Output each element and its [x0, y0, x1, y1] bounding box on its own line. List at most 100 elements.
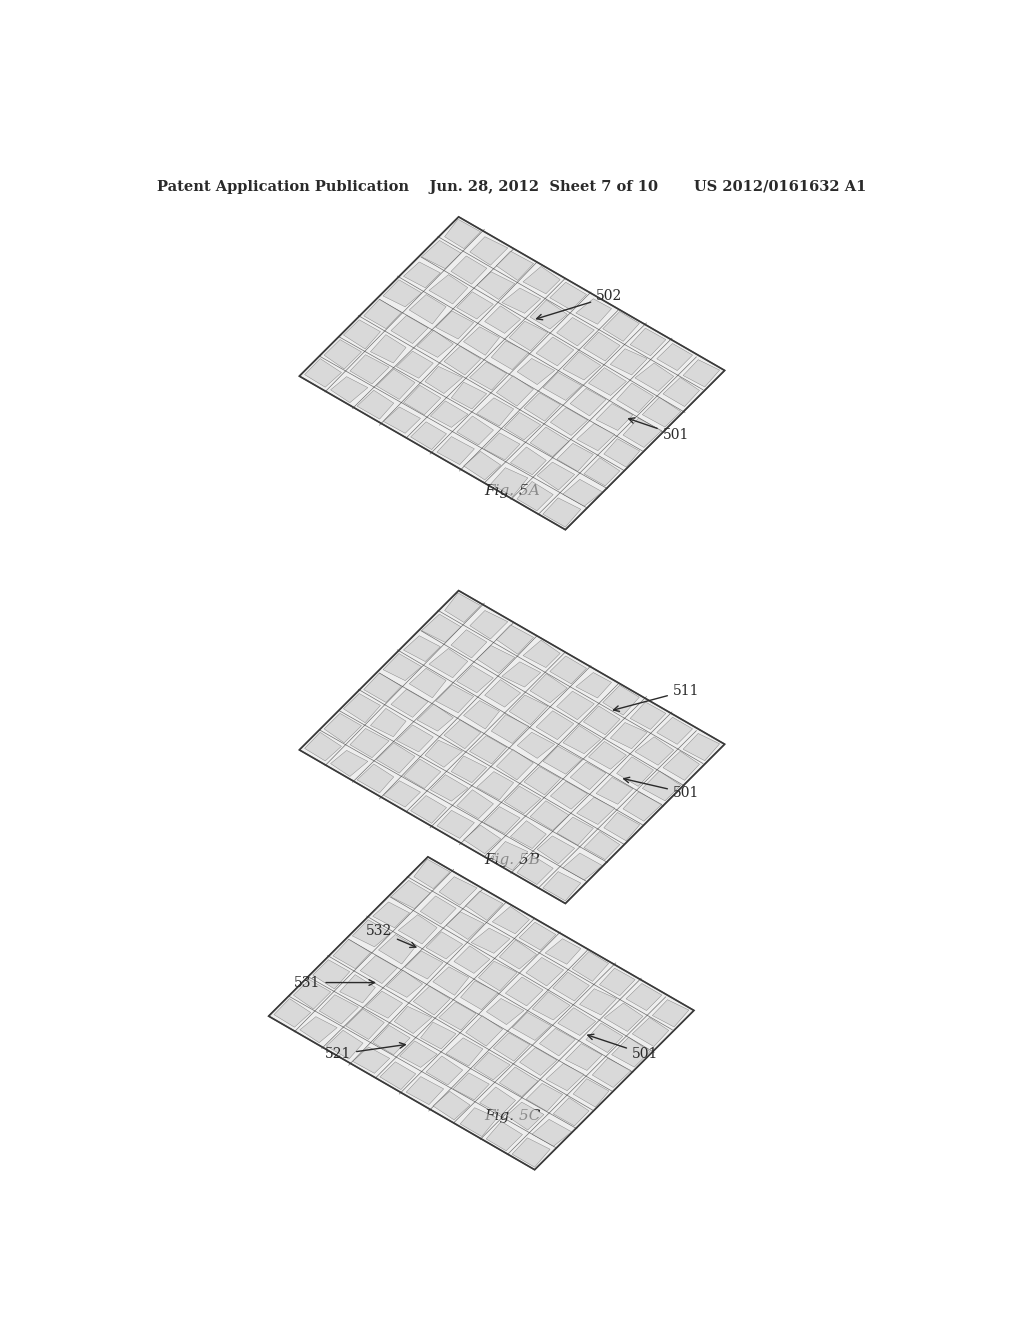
Polygon shape: [592, 1059, 631, 1088]
Polygon shape: [543, 498, 581, 527]
Polygon shape: [506, 977, 543, 1006]
Text: 502: 502: [537, 289, 623, 319]
Polygon shape: [603, 685, 639, 715]
Polygon shape: [383, 280, 422, 306]
Polygon shape: [452, 383, 486, 409]
Polygon shape: [584, 333, 621, 362]
Polygon shape: [623, 792, 662, 821]
Polygon shape: [584, 832, 620, 859]
Polygon shape: [433, 966, 469, 995]
Polygon shape: [510, 447, 546, 475]
Polygon shape: [360, 956, 397, 983]
Polygon shape: [596, 404, 633, 430]
Polygon shape: [293, 979, 331, 1008]
Polygon shape: [373, 902, 410, 928]
Polygon shape: [444, 719, 481, 748]
Polygon shape: [304, 733, 341, 760]
Polygon shape: [444, 346, 481, 375]
Polygon shape: [324, 339, 361, 370]
Polygon shape: [411, 796, 446, 824]
Polygon shape: [550, 781, 588, 809]
Polygon shape: [642, 771, 681, 801]
Polygon shape: [553, 1098, 589, 1126]
Polygon shape: [611, 1038, 650, 1067]
Polygon shape: [550, 408, 588, 436]
Polygon shape: [426, 1056, 463, 1085]
Polygon shape: [417, 704, 454, 731]
Polygon shape: [429, 275, 468, 304]
Polygon shape: [476, 772, 514, 800]
Polygon shape: [454, 946, 489, 973]
Polygon shape: [425, 741, 463, 767]
Polygon shape: [350, 355, 389, 384]
Polygon shape: [540, 1028, 575, 1056]
Polygon shape: [512, 1012, 551, 1040]
Polygon shape: [584, 706, 621, 735]
Text: 501: 501: [629, 418, 689, 442]
Text: Fig. 5B: Fig. 5B: [484, 853, 540, 867]
Polygon shape: [391, 880, 430, 908]
Polygon shape: [352, 920, 391, 946]
Polygon shape: [435, 685, 474, 713]
Polygon shape: [652, 999, 689, 1027]
Polygon shape: [464, 825, 501, 854]
Polygon shape: [350, 729, 389, 758]
Polygon shape: [352, 1047, 390, 1073]
Polygon shape: [530, 673, 567, 702]
Polygon shape: [490, 841, 528, 870]
Polygon shape: [404, 950, 443, 979]
Polygon shape: [490, 467, 528, 496]
Polygon shape: [453, 1073, 489, 1100]
Text: Patent Application Publication    Jun. 28, 2012  Sheet 7 of 10       US 2012/016: Patent Application Publication Jun. 28, …: [158, 180, 866, 194]
Polygon shape: [502, 661, 541, 686]
Polygon shape: [430, 775, 468, 801]
Polygon shape: [497, 750, 534, 780]
Polygon shape: [470, 236, 508, 265]
Polygon shape: [403, 636, 440, 661]
Polygon shape: [537, 337, 573, 366]
Polygon shape: [589, 742, 627, 770]
Polygon shape: [519, 1048, 557, 1076]
Polygon shape: [457, 665, 494, 693]
Polygon shape: [494, 1032, 529, 1061]
Polygon shape: [331, 376, 368, 403]
Polygon shape: [492, 714, 528, 743]
Polygon shape: [570, 762, 606, 789]
Polygon shape: [517, 855, 553, 884]
Polygon shape: [538, 836, 574, 863]
Polygon shape: [479, 1086, 515, 1115]
Polygon shape: [557, 317, 594, 346]
Polygon shape: [532, 991, 570, 1020]
Polygon shape: [437, 810, 474, 838]
Polygon shape: [451, 630, 486, 657]
Polygon shape: [484, 680, 520, 708]
Polygon shape: [599, 968, 635, 995]
Polygon shape: [386, 970, 423, 998]
Polygon shape: [543, 746, 582, 774]
Polygon shape: [557, 692, 594, 719]
Polygon shape: [469, 362, 507, 391]
Polygon shape: [396, 351, 433, 379]
Polygon shape: [573, 1078, 609, 1107]
Polygon shape: [492, 341, 528, 370]
Polygon shape: [580, 989, 616, 1015]
Polygon shape: [630, 329, 666, 355]
Polygon shape: [383, 407, 421, 433]
Text: 501: 501: [624, 777, 699, 800]
Polygon shape: [446, 912, 484, 940]
Polygon shape: [483, 433, 520, 459]
Polygon shape: [425, 367, 463, 393]
Polygon shape: [421, 1022, 456, 1049]
Polygon shape: [537, 710, 573, 739]
Polygon shape: [500, 1067, 539, 1097]
Polygon shape: [410, 294, 446, 323]
Polygon shape: [663, 751, 699, 780]
Polygon shape: [509, 321, 548, 351]
Polygon shape: [586, 1023, 623, 1052]
Polygon shape: [377, 370, 415, 400]
Polygon shape: [500, 940, 537, 969]
Polygon shape: [429, 648, 468, 677]
Polygon shape: [543, 871, 581, 902]
Polygon shape: [575, 298, 611, 325]
Polygon shape: [433, 1092, 470, 1119]
